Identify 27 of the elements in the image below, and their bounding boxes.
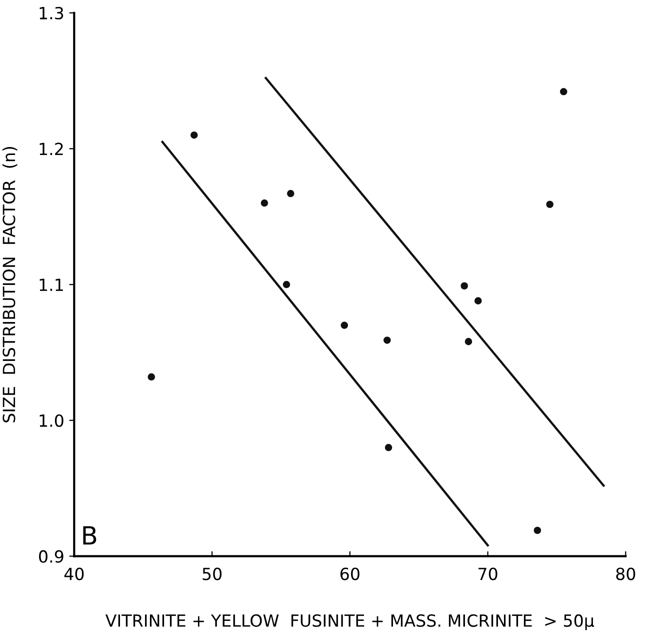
x-tick-label: 80 xyxy=(616,568,636,580)
annotation: B xyxy=(83,526,96,544)
point xyxy=(384,444,392,452)
x-tick-label: 70 xyxy=(478,568,498,580)
point xyxy=(282,280,290,288)
point xyxy=(474,297,482,304)
x-axis-title: VITRINITE + YELLOW FUSINITE + MASS. MICRINITE > 50μ xyxy=(105,614,594,630)
y-tick-label: 1.3 xyxy=(40,6,64,20)
point xyxy=(560,88,568,96)
y-tick-label: 1.1 xyxy=(40,278,63,291)
y-tick-label: 1.2 xyxy=(40,142,63,156)
point xyxy=(260,199,268,207)
y-tick-label: 1.0 xyxy=(40,414,64,427)
point xyxy=(464,338,472,346)
x-tick-label: 50 xyxy=(202,568,222,580)
point xyxy=(190,131,198,139)
point xyxy=(148,373,156,381)
point xyxy=(340,322,348,329)
point xyxy=(460,282,468,290)
y-tick-label: 0.9 xyxy=(39,550,64,563)
point xyxy=(546,200,554,208)
point xyxy=(534,526,542,534)
x-tick-label: 60 xyxy=(340,568,360,580)
x-tick-label: 40 xyxy=(64,568,84,580)
point xyxy=(286,190,294,198)
point xyxy=(383,336,391,344)
y-axis-title: SIZE DISTRIBUTION FACTOR (n) xyxy=(2,147,18,422)
